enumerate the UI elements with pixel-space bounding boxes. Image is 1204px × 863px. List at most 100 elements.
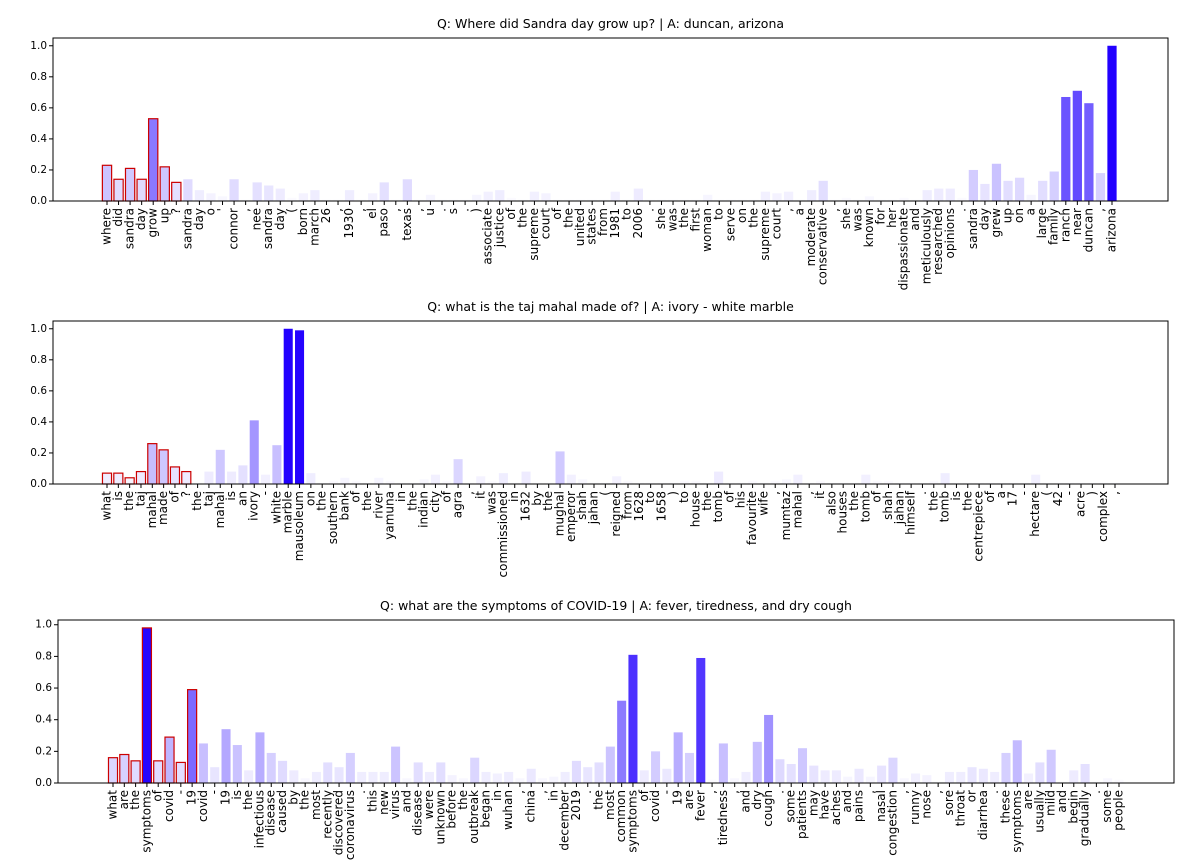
- x-tick-label: s: [446, 208, 460, 214]
- x-tick-label: hectare: [1028, 491, 1042, 537]
- x-tick-label: states: [585, 208, 599, 245]
- bar: [232, 745, 242, 783]
- x-tick-label: the: [541, 491, 555, 511]
- x-tick-label: nasal: [874, 790, 888, 822]
- bar: [1012, 740, 1022, 783]
- bar: [275, 188, 285, 201]
- x-tick-label: the: [405, 491, 419, 511]
- bar: [782, 479, 791, 484]
- x-tick-label: also: [824, 491, 838, 515]
- x-tick-label: are: [682, 790, 696, 809]
- bar: [911, 773, 921, 783]
- x-tick-label: large: [1035, 208, 1049, 238]
- x-tick-label: began: [479, 790, 493, 828]
- x-tick-label: 1930: [342, 208, 356, 239]
- y-tick-label: 1.0: [30, 40, 47, 52]
- bar: [198, 743, 208, 783]
- x-tick-label: the: [360, 491, 374, 511]
- x-tick-label: day: [134, 208, 148, 230]
- x-tick-label: ?: [179, 491, 193, 497]
- x-tick-label: 1632: [519, 491, 533, 522]
- x-tick-label: associate: [481, 208, 495, 265]
- bar: [130, 760, 141, 784]
- x-tick-label: bank: [337, 491, 351, 521]
- bar: [1014, 177, 1025, 201]
- x-tick-label: favourite: [745, 491, 759, 545]
- x-tick-label: dispassionate: [897, 208, 911, 290]
- bar: [379, 771, 389, 783]
- bar: [153, 760, 164, 784]
- x-tick-label: his: [734, 491, 748, 508]
- x-tick-label: ,: [897, 790, 911, 794]
- chart: Q: what are the symptoms of COVID-19 | A…: [35, 598, 1175, 860]
- x-tick-label: the: [677, 208, 691, 228]
- bar: [135, 470, 147, 485]
- x-tick-label: grow: [146, 208, 160, 238]
- x-tick-label: to: [643, 491, 657, 503]
- x-tick-label: emperor: [564, 491, 578, 542]
- x-tick-label: these: [998, 790, 1012, 823]
- x-tick-label: aches: [829, 790, 843, 825]
- x-tick-label: what: [100, 491, 114, 521]
- x-tick-label: born: [296, 208, 310, 235]
- x-tick-label: centrepiece: [972, 491, 986, 562]
- x-tick-label: southern: [326, 491, 340, 544]
- x-tick-label: mahal: [213, 491, 227, 528]
- x-tick-label: have: [818, 790, 832, 819]
- bar: [459, 778, 468, 783]
- x-tick-label: river: [371, 491, 385, 519]
- x-tick-label: 2006: [631, 208, 645, 239]
- y-tick-label: 0.0: [35, 777, 52, 789]
- x-tick-label: texas: [400, 208, 414, 241]
- bar: [124, 477, 135, 485]
- bar: [797, 748, 808, 783]
- bar: [752, 741, 762, 783]
- bar: [210, 767, 220, 783]
- x-tick-label: on: [1012, 208, 1026, 223]
- y-tick-label: 0.6: [35, 682, 52, 694]
- bar: [101, 472, 113, 485]
- x-tick-label: connor: [227, 208, 241, 249]
- x-tick-label: the: [960, 491, 974, 511]
- x-tick-label: ,: [827, 208, 841, 212]
- x-tick-label: mild: [1044, 790, 1058, 816]
- bar: [628, 654, 638, 783]
- x-tick-label: begin: [1066, 790, 1080, 824]
- y-tick-label: 0.4: [30, 133, 47, 145]
- x-tick-label: are: [1021, 790, 1035, 809]
- bar: [1080, 764, 1090, 783]
- bar: [944, 771, 954, 783]
- bar: [583, 767, 593, 783]
- bar: [425, 194, 436, 201]
- bar: [718, 743, 728, 783]
- plot-frame: [52, 37, 1169, 202]
- x-tick-label: made: [156, 491, 170, 525]
- x-tick-label: ,: [388, 208, 402, 212]
- x-tick-label: (: [1040, 491, 1054, 496]
- x-tick-label: 17: [1006, 491, 1020, 506]
- bar: [447, 775, 457, 783]
- x-tick-label: yamuna: [383, 491, 397, 540]
- x-tick-label: researched: [931, 208, 945, 275]
- bar: [673, 732, 683, 783]
- bar: [229, 179, 239, 201]
- x-tick-label: on: [303, 491, 317, 506]
- x-tick-label: ?: [169, 208, 183, 214]
- x-tick-label: .: [435, 208, 449, 212]
- bar: [967, 767, 977, 783]
- x-tick-label: court: [770, 208, 784, 239]
- x-tick-label: of: [870, 490, 884, 502]
- bar: [541, 193, 551, 201]
- bar: [529, 191, 540, 201]
- x-tick-label: arizona: [1105, 208, 1119, 252]
- bar: [187, 689, 198, 784]
- x-tick-label: ,: [1093, 208, 1107, 212]
- bar: [483, 191, 493, 201]
- x-tick-label: .: [772, 790, 786, 794]
- x-tick-label: where: [100, 208, 114, 245]
- x-tick-label: caused: [275, 790, 289, 833]
- x-tick-label: reigned: [609, 491, 623, 537]
- x-tick-label: 2019: [569, 790, 583, 821]
- x-tick-label: ): [1085, 491, 1099, 496]
- x-tick-label: what: [106, 790, 120, 820]
